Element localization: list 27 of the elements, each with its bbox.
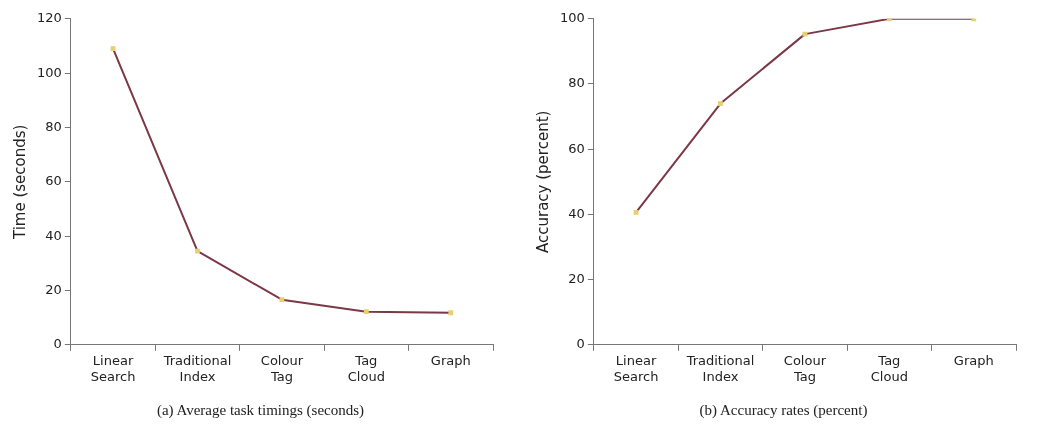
x-tick-label: Linear Search xyxy=(90,352,136,384)
x-tick-label: Linear Search xyxy=(613,352,659,384)
x-tick-label: Colour Tag xyxy=(260,352,304,384)
y-tick-label: 60 xyxy=(45,173,62,189)
x-tick-label: Graph xyxy=(953,352,994,368)
y-axis-title: Accuracy (percent) xyxy=(533,110,552,253)
y-tick-label: 20 xyxy=(568,270,585,286)
y-tick-label: 40 xyxy=(45,227,62,243)
text: (b) Accuracy rates (percent) xyxy=(698,402,869,419)
y-tick-label: 100 xyxy=(559,10,585,26)
y-axis-title: Time (seconds) xyxy=(10,124,29,241)
y-tick-label: 0 xyxy=(53,336,62,352)
x-tick-label: Tag Cloud xyxy=(870,352,908,384)
y-tick-label: 100 xyxy=(36,64,62,80)
y-tick-label: 60 xyxy=(568,140,585,156)
y-tick-label: 40 xyxy=(568,205,585,221)
y-tick-label: 120 xyxy=(36,10,62,26)
x-tick-label: Colour Tag xyxy=(783,352,827,384)
y-tick-label: 80 xyxy=(568,75,585,91)
y-tick-label: 20 xyxy=(45,281,62,297)
x-tick-label: Tag Cloud xyxy=(347,352,385,384)
x-tick-label: Graph xyxy=(430,352,471,368)
x-tick-label: Traditional Index xyxy=(162,352,232,384)
x-tick-label: Traditional Index xyxy=(685,352,755,384)
y-tick-label: 0 xyxy=(576,336,585,352)
text: (a) Average task timings (seconds) xyxy=(155,402,366,419)
y-tick-label: 80 xyxy=(45,118,62,134)
